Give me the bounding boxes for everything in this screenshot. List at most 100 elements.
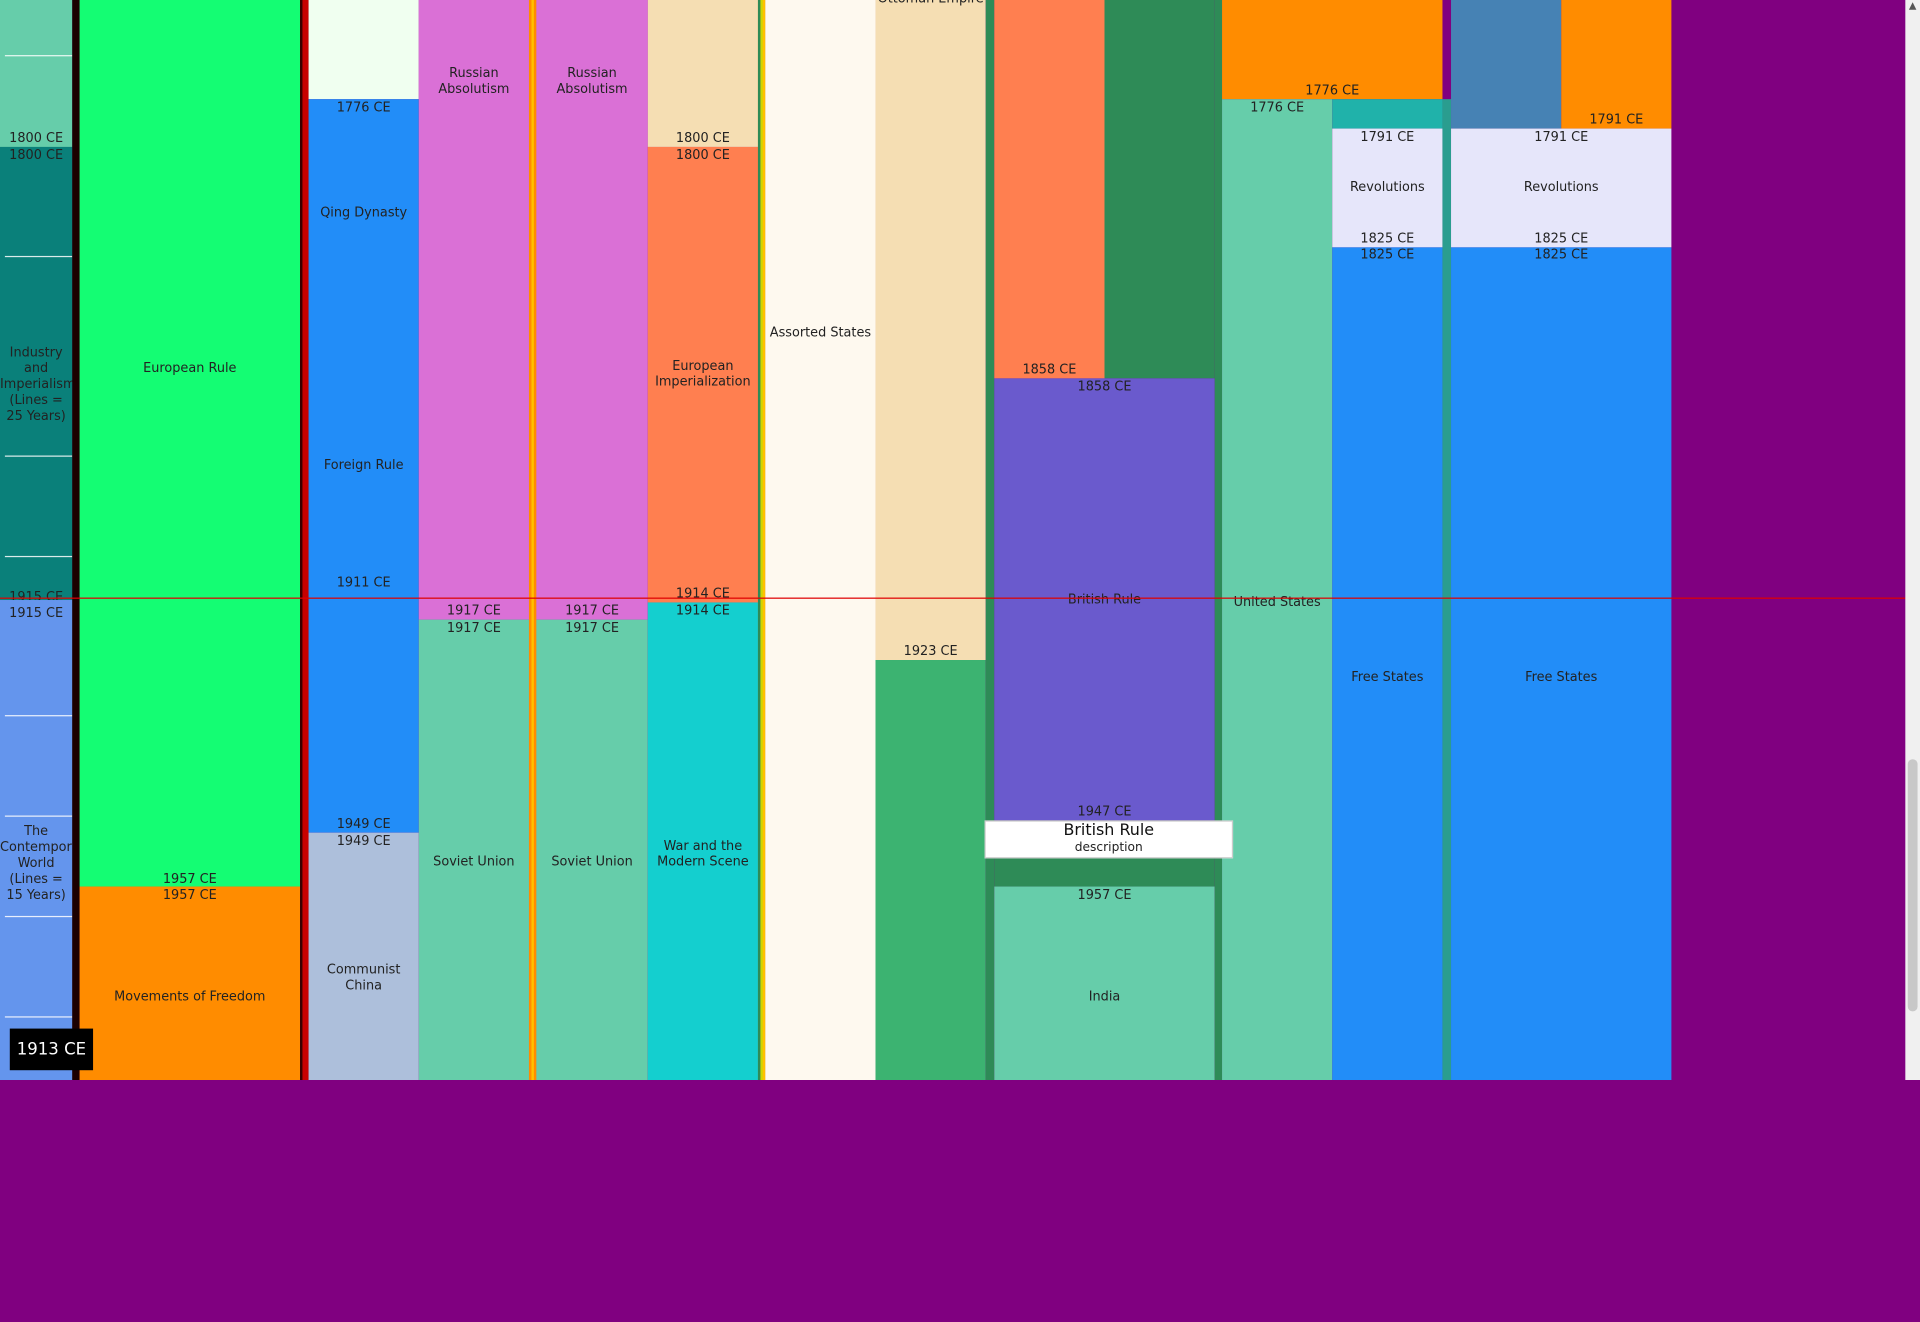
soviet-union-block[interactable]: 1917 CE Soviet Union xyxy=(418,619,529,1081)
block-label: Russian Absolutism xyxy=(438,66,510,97)
block-label: Ottoman Empire xyxy=(876,0,986,7)
end-year-label: 1947 CE xyxy=(1077,804,1132,820)
colonial-america-block[interactable]: 1776 CE xyxy=(1222,0,1443,100)
start-year-label: 1825 CE xyxy=(1534,247,1589,263)
timeline-canvas[interactable]: 1800 CE 1800 CE Industry and Imperialism… xyxy=(0,0,1920,1081)
column-separator xyxy=(757,0,766,1081)
block-label: European Imperialization xyxy=(655,358,751,390)
end-year-label: 1923 CE xyxy=(903,644,958,659)
start-year-label: 1949 CE xyxy=(336,833,391,849)
block-label: War and the Modern Scene xyxy=(657,838,749,870)
era-tick xyxy=(4,915,73,918)
russian-absolutism-block[interactable]: Russian Absolutism 1917 CE xyxy=(418,0,529,620)
end-year-label: 1825 CE xyxy=(1360,231,1415,247)
end-year-label: 1800 CE xyxy=(675,131,730,146)
africa-early-block[interactable]: 1800 CE xyxy=(647,0,758,147)
era-tick xyxy=(4,55,73,57)
block-label: Revolutions xyxy=(1349,180,1425,195)
india-green-block xyxy=(1104,0,1215,379)
column-separator xyxy=(300,0,309,1081)
china-early-block xyxy=(308,0,419,100)
european-rule-block[interactable]: European Rule 1957 CE xyxy=(79,0,301,887)
steel-blue-block xyxy=(1451,0,1562,129)
era-label: 1915 CE xyxy=(9,606,64,621)
era-label: 1800 CE xyxy=(9,131,64,146)
start-year-label: 1791 CE xyxy=(1534,129,1589,145)
era-label: 1800 CE xyxy=(9,148,64,163)
united-states-block[interactable]: 1776 CE United States xyxy=(1222,99,1333,1081)
end-year-label: 1776 CE xyxy=(1305,83,1360,98)
end-year-label: 1917 CE xyxy=(565,603,620,619)
block-label: Free States xyxy=(1351,669,1424,685)
block-label: Communist China xyxy=(326,962,401,994)
british-rule-block[interactable]: 1858 CE British Rule 1947 CE xyxy=(994,378,1215,821)
era-tick xyxy=(4,555,73,558)
block-label: Soviet Union xyxy=(433,854,515,870)
era-tick xyxy=(4,255,73,258)
russian-absolutism-block[interactable]: Russian Absolutism 1917 CE xyxy=(536,0,648,620)
assorted-states-block[interactable]: Assorted States xyxy=(765,0,876,1081)
column-separator xyxy=(1214,0,1223,1081)
middle-east-modern-block[interactable] xyxy=(875,660,986,1081)
block-label: Foreign Rule xyxy=(323,457,404,473)
ottoman-empire-block[interactable]: Ottoman Empire 1923 CE xyxy=(875,0,986,661)
india-block[interactable]: 1957 CE India xyxy=(994,886,1215,1081)
era-tick xyxy=(4,815,73,817)
current-year-badge: 1913 CE xyxy=(9,1028,94,1071)
scrollbar-thumb[interactable] xyxy=(1907,759,1918,1012)
block-label: United States xyxy=(1233,595,1321,610)
column-separator xyxy=(528,0,537,1081)
end-year-label: 1914 CE xyxy=(675,586,730,602)
free-states-block[interactable]: 1825 CE Free States xyxy=(1451,247,1672,1081)
block-label: European Rule xyxy=(143,361,237,376)
end-year-label: 1917 CE xyxy=(446,603,501,619)
era-block-industry[interactable]: 1800 CE Industry and Imperialism (Lines … xyxy=(0,146,76,605)
block-label: Qing Dynasty xyxy=(320,205,408,221)
end-year-label: 1957 CE xyxy=(162,871,217,887)
block-label: Russian Absolutism xyxy=(556,66,628,97)
start-year-label: 1957 CE xyxy=(1077,887,1132,903)
end-year-label: 1949 CE xyxy=(336,816,391,832)
end-year-label: 1825 CE xyxy=(1534,231,1589,247)
start-year-label: 1914 CE xyxy=(675,603,730,619)
start-year-label: 1957 CE xyxy=(162,887,217,903)
start-year-label: 1825 CE xyxy=(1360,247,1415,263)
revolutions-block[interactable]: 1791 CE Revolutions 1825 CE xyxy=(1451,128,1672,248)
column-separator xyxy=(985,0,995,1081)
free-states-block[interactable]: 1825 CE Free States xyxy=(1332,247,1443,1081)
column-separator xyxy=(1671,0,1677,1081)
soviet-union-block[interactable]: 1917 CE Soviet Union xyxy=(536,619,648,1081)
block-tooltip: British Rule description xyxy=(984,820,1234,859)
block-label: Free States xyxy=(1525,669,1598,685)
block-label: Movements of Freedom xyxy=(114,989,266,1005)
european-imperialization-block[interactable]: 1800 CE European Imperialization 1914 CE xyxy=(647,146,758,603)
start-year-label: 1917 CE xyxy=(446,620,501,636)
revolutions-block[interactable]: 1791 CE Revolutions 1825 CE xyxy=(1332,128,1443,248)
block-label: Assorted States xyxy=(769,325,872,341)
mughal-block[interactable]: 1858 CE xyxy=(994,0,1105,379)
era-block-contemporary[interactable]: 1915 CE The Contemporary World (Lines = … xyxy=(0,600,93,1081)
start-year-label: 1917 CE xyxy=(565,620,620,636)
era-tick xyxy=(4,1016,73,1018)
era-title-industry: Industry and Imperialism (Lines = 25 Yea… xyxy=(0,345,76,424)
tooltip-title: British Rule xyxy=(1063,821,1155,841)
start-year-label: 1800 CE xyxy=(675,148,730,163)
era-tick xyxy=(4,715,73,717)
qing-dynasty-block[interactable]: 1776 CE Qing Dynasty Foreign Rule 1911 C… xyxy=(308,99,419,833)
era-title-contemporary: The Contemporary World (Lines = 15 Years… xyxy=(0,824,93,903)
war-modern-scene-block[interactable]: 1914 CE War and the Modern Scene xyxy=(647,602,758,1081)
block-label: British Rule xyxy=(1067,592,1142,608)
start-year-label: 1776 CE xyxy=(1250,100,1305,116)
block-label: Revolutions xyxy=(1523,180,1599,195)
start-year-label: 1776 CE xyxy=(336,100,391,116)
era-block-early: 1800 CE xyxy=(0,0,73,147)
scroll-up-arrow-icon[interactable]: ▲ xyxy=(1908,0,1917,12)
start-year-label: 1791 CE xyxy=(1360,129,1415,145)
movements-of-freedom-block[interactable]: 1957 CE Movements of Freedom xyxy=(79,886,301,1081)
column-separator xyxy=(1442,99,1452,1081)
orange-block[interactable]: 1791 CE xyxy=(1561,0,1672,129)
block-label: India xyxy=(1088,989,1121,1005)
block-label: Soviet Union xyxy=(551,854,633,870)
communist-china-block[interactable]: 1949 CE Communist China xyxy=(308,832,419,1081)
tooltip-description: description xyxy=(1074,841,1143,855)
